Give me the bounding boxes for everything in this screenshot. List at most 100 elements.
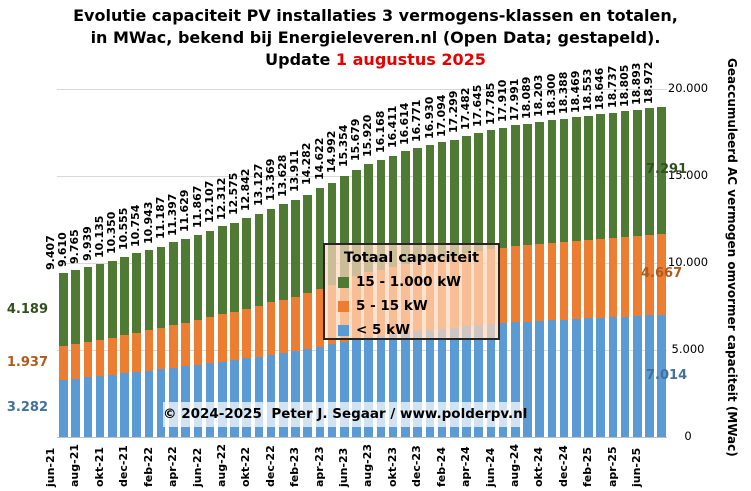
- bar-segment: [291, 199, 300, 297]
- x-axis-tick-label: okt-21: [92, 446, 106, 487]
- legend-item-lt5kw: < 5 kW: [338, 321, 498, 339]
- x-axis-tick-label: jun-24: [483, 447, 497, 487]
- bar-segment: [217, 226, 227, 315]
- bar-segment: [254, 305, 264, 357]
- legend-title: Totaal capaciteit: [343, 250, 480, 266]
- x-axis-tick-label: aug-22: [214, 443, 228, 487]
- bar-segment: [645, 315, 654, 437]
- bar-total-label: 17.299: [446, 90, 460, 133]
- bar-total-label: 12.312: [214, 177, 228, 220]
- bar-segment: [620, 236, 630, 317]
- bar-total-label: 11.867: [190, 185, 204, 228]
- legend: Totaal capaciteit 15 - 1.000 kW 5 - 15 k…: [323, 243, 500, 340]
- bar-segment: [401, 151, 410, 264]
- legend-label-lt5kw: < 5 kW: [356, 322, 410, 338]
- bar-total-label: 11.187: [153, 196, 167, 240]
- x-axis-tick-label: aug-21: [68, 443, 82, 487]
- bar-segment: [205, 317, 215, 364]
- bar-segment: [645, 108, 654, 235]
- bar-segment: [59, 379, 68, 437]
- bar-segment: [340, 341, 349, 437]
- x-axis-tick-label: jun-21: [44, 447, 57, 487]
- legend-swatch-orange: [338, 300, 349, 312]
- bar-segment: [633, 316, 642, 437]
- bar-total-label: 18.737: [605, 65, 619, 108]
- bar-segment: [205, 363, 215, 437]
- bar-total-label: 17.094: [434, 94, 448, 137]
- x-axis-tick-label: apr-25: [605, 446, 619, 487]
- bar-total-label: 18.805: [617, 64, 631, 107]
- bar-segment: [523, 123, 532, 246]
- y-axis-title: Geaccumuleerd AC vermogen omvormer capac…: [725, 58, 739, 457]
- bar-segment: [510, 246, 520, 323]
- bar-segment: [352, 339, 361, 437]
- bar-segment: [120, 335, 129, 374]
- bar-segment: [376, 159, 386, 270]
- bar-total-label: 17.785: [483, 82, 497, 125]
- update-date: 1 augustus 2025: [335, 50, 486, 69]
- bar-segment: [169, 242, 178, 326]
- legend-swatch-blue: [338, 324, 349, 336]
- segment-label-last-green: 7.291: [646, 162, 688, 177]
- bar-segment: [425, 145, 435, 260]
- bar-segment: [169, 325, 178, 368]
- bar-total-label: 18.300: [544, 73, 558, 116]
- bar-segment: [181, 322, 190, 367]
- x-axis-tick-label: okt-24: [532, 446, 546, 487]
- legend-item-15-1000kw: 15 - 1.000 kW: [338, 273, 498, 291]
- bar-segment: [291, 296, 300, 352]
- bar-segment: [193, 234, 203, 321]
- bar-segment: [59, 273, 68, 347]
- x-axis-tick-label: aug-23: [361, 443, 375, 487]
- bar-total-label: 12.107: [202, 180, 216, 224]
- gridline: [57, 437, 667, 438]
- bar-total-label: 12.842: [239, 168, 253, 211]
- bar-total-label: 10.135: [92, 215, 106, 258]
- bar-total-label: 9.765: [68, 229, 82, 265]
- bar-segment: [181, 238, 190, 323]
- bar-segment: [108, 260, 117, 338]
- bar-segment: [498, 247, 508, 323]
- chart-title-line1: Evolutie capaciteit PV installaties 3 ve…: [73, 6, 678, 25]
- bar-segment: [193, 364, 203, 437]
- segment-label-first-blue: 3.282: [6, 400, 48, 415]
- copyright: © 2024-2025 Peter J. Segaar / www.polder…: [163, 402, 527, 427]
- bar-segment: [449, 139, 459, 256]
- bar-segment: [108, 337, 117, 375]
- update-label: Update: [265, 50, 336, 69]
- bar-segment: [413, 330, 422, 437]
- bar-segment: [266, 354, 276, 437]
- bar-segment: [315, 346, 325, 437]
- bar-total-label: 18.203: [532, 74, 546, 118]
- x-axis-tick-label: jun-23: [337, 447, 351, 487]
- bar-segment: [266, 208, 276, 303]
- legend-swatch-green: [338, 276, 349, 288]
- legend-item-5-15kw: 5 - 15 kW: [338, 297, 498, 315]
- bar-total-label: 16.411: [385, 105, 399, 149]
- bar-segment: [327, 344, 337, 437]
- bar-segment: [633, 235, 642, 317]
- x-axis-tick-label: jun-22: [190, 447, 204, 487]
- bar-segment: [144, 370, 154, 437]
- bar-segment: [95, 339, 105, 377]
- bar-segment: [510, 125, 520, 247]
- legend-label-5-15kw: 5 - 15 kW: [356, 298, 428, 314]
- bar-segment: [95, 264, 105, 340]
- bar-total-label: 10.754: [129, 204, 143, 247]
- bar-segment: [254, 356, 264, 437]
- chart-title: Evolutie capaciteit PV installaties 3 ve…: [0, 5, 751, 71]
- segment-label-first-green: 4.189: [6, 302, 48, 317]
- bar-segment: [596, 238, 606, 318]
- x-axis-tick-label: feb-25: [581, 447, 595, 487]
- bar-segment: [95, 376, 105, 437]
- bar-segment: [535, 244, 544, 321]
- bar-segment: [230, 360, 239, 437]
- bar-segment: [59, 346, 68, 380]
- bar-segment: [657, 314, 667, 437]
- bar-segment: [303, 349, 312, 437]
- bar-segment: [388, 155, 398, 267]
- x-axis-tick-label: okt-22: [239, 446, 253, 487]
- bar-segment: [340, 176, 349, 281]
- x-axis-tick-label: apr-23: [312, 446, 326, 487]
- y-axis-tick-label: 0: [684, 429, 692, 443]
